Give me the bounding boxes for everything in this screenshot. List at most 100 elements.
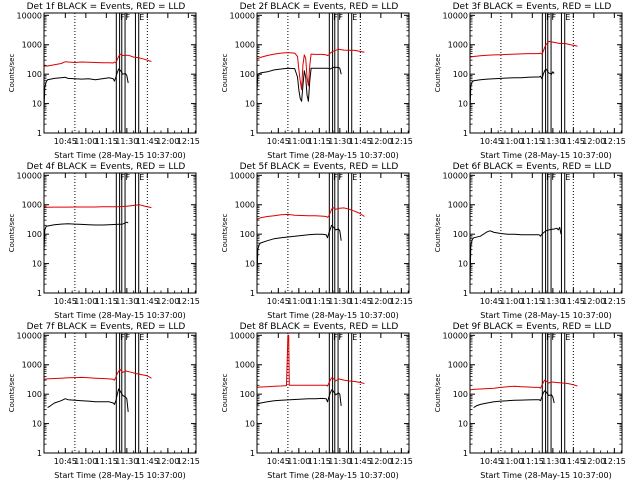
plot-frame xyxy=(469,12,623,134)
flag-label: F xyxy=(339,173,344,182)
lld-series-line xyxy=(43,368,152,381)
y-tick-label: 1000 xyxy=(448,201,468,210)
y-tick-label: 1 xyxy=(37,289,42,298)
x-tick-label: 11:45 xyxy=(136,137,159,146)
x-tick-label: 11:45 xyxy=(349,137,372,146)
y-tick-label: 1 xyxy=(463,449,468,458)
x-tick-label: 12:00 xyxy=(156,457,179,466)
det-panel-1: Det 1f BLACK = Events, RED = LLD Counts/s… xyxy=(8,2,200,160)
flag-label: E xyxy=(139,13,144,22)
lld-series-line xyxy=(469,40,578,58)
panel-title: Det 3f BLACK = Events, RED = LLD xyxy=(453,2,612,12)
y-tick-label: 10 xyxy=(458,420,468,429)
y-tick-label: 1 xyxy=(463,129,468,138)
y-axis-label: Counts/sec xyxy=(434,54,442,93)
x-tick-label: 11:15 xyxy=(308,137,331,146)
x-axis-label: Start Time (28-May-15 10:37:00) xyxy=(480,311,611,320)
y-tick-label: 1000 xyxy=(235,201,255,210)
x-axis-label: Start Time (28-May-15 10:37:00) xyxy=(480,151,611,160)
events-series-line xyxy=(43,68,129,111)
flag-bar xyxy=(347,12,353,134)
x-tick-label: 11:30 xyxy=(328,297,351,306)
flag-label: F xyxy=(126,173,131,182)
y-tick-label: 10 xyxy=(32,260,42,269)
flag-bar xyxy=(115,172,121,294)
x-tick-label: 12:15 xyxy=(177,457,200,466)
flag-label: E xyxy=(565,333,570,342)
det-panel-2: Det 2f BLACK = Events, RED = LLD Counts/s… xyxy=(221,2,413,160)
x-tick-label: 11:30 xyxy=(541,457,564,466)
y-tick-label: 10 xyxy=(245,420,255,429)
flag-label: E xyxy=(565,13,570,22)
y-axis-label: Counts/sec xyxy=(434,374,442,413)
y-tick-label: 100 xyxy=(240,390,255,399)
flag-label: F xyxy=(552,333,557,342)
det-panel-3: Det 3f BLACK = Events, RED = LLD Counts/s… xyxy=(434,2,626,160)
x-tick-label: 10:45 xyxy=(267,297,290,306)
x-tick-label: 11:30 xyxy=(115,297,138,306)
x-tick-label: 11:15 xyxy=(308,457,331,466)
panel-title: Det 4f BLACK = Events, RED = LLD xyxy=(27,162,186,172)
x-tick-label: 11:30 xyxy=(115,137,138,146)
y-tick-label: 10000 xyxy=(230,11,255,20)
x-tick-label: 11:00 xyxy=(500,137,523,146)
y-tick-label: 100 xyxy=(240,230,255,239)
y-tick-label: 10 xyxy=(32,100,42,109)
y-tick-label: 10000 xyxy=(17,171,42,180)
events-series-line xyxy=(256,389,342,406)
y-tick-label: 1000 xyxy=(235,361,255,370)
lld-series-line xyxy=(256,48,365,90)
x-tick-label: 11:15 xyxy=(521,297,544,306)
plot-frame xyxy=(256,172,410,294)
x-tick-label: 11:45 xyxy=(349,297,372,306)
y-tick-label: 100 xyxy=(27,230,42,239)
plot-frame xyxy=(43,12,197,134)
x-axis-label: Start Time (28-May-15 10:37:00) xyxy=(54,311,185,320)
flag-bar xyxy=(560,332,566,454)
y-tick-label: 10 xyxy=(245,260,255,269)
x-tick-label: 10:45 xyxy=(267,137,290,146)
y-tick-label: 1000 xyxy=(448,41,468,50)
x-axis-label: Start Time (28-May-15 10:37:00) xyxy=(54,151,185,160)
y-axis-label: Counts/sec xyxy=(434,214,442,253)
y-tick-label: 1 xyxy=(250,129,255,138)
x-tick-label: 10:45 xyxy=(267,457,290,466)
det-panel-5: Det 5f BLACK = Events, RED = LLD Counts/s… xyxy=(221,162,413,320)
flag-bar xyxy=(547,172,552,294)
lld-series-line xyxy=(256,334,365,388)
x-tick-label: 11:00 xyxy=(287,457,310,466)
plot-frame xyxy=(469,172,623,294)
x-tick-label: 12:00 xyxy=(582,297,605,306)
x-tick-label: 12:15 xyxy=(390,297,413,306)
x-tick-label: 11:30 xyxy=(328,137,351,146)
plot-frame xyxy=(43,172,197,294)
y-tick-label: 1 xyxy=(37,129,42,138)
flag-label: F xyxy=(552,173,557,182)
y-axis-label: Counts/sec xyxy=(221,54,229,93)
x-tick-label: 12:15 xyxy=(177,137,200,146)
x-tick-label: 12:15 xyxy=(603,297,626,306)
x-tick-label: 11:15 xyxy=(308,297,331,306)
y-tick-label: 10000 xyxy=(230,171,255,180)
flag-label: F xyxy=(120,13,125,22)
flag-bar xyxy=(134,172,140,294)
x-axis-label: Start Time (28-May-15 10:37:00) xyxy=(267,151,398,160)
y-tick-label: 10000 xyxy=(443,11,468,20)
flag-label: E xyxy=(352,173,357,182)
x-tick-label: 11:00 xyxy=(74,457,97,466)
y-tick-label: 1000 xyxy=(22,361,42,370)
y-tick-label: 10000 xyxy=(17,331,42,340)
y-tick-label: 1000 xyxy=(235,41,255,50)
x-tick-label: 11:45 xyxy=(136,457,159,466)
x-tick-label: 11:00 xyxy=(500,297,523,306)
flag-label: F xyxy=(546,173,551,182)
panel-title: Det 7f BLACK = Events, RED = LLD xyxy=(27,322,186,332)
x-tick-label: 11:15 xyxy=(95,457,118,466)
flag-label: F xyxy=(126,333,131,342)
flag-label: F xyxy=(333,333,338,342)
y-tick-label: 1000 xyxy=(448,361,468,370)
flag-label: F xyxy=(339,333,344,342)
flag-label: F xyxy=(339,13,344,22)
x-tick-label: 10:45 xyxy=(54,137,77,146)
